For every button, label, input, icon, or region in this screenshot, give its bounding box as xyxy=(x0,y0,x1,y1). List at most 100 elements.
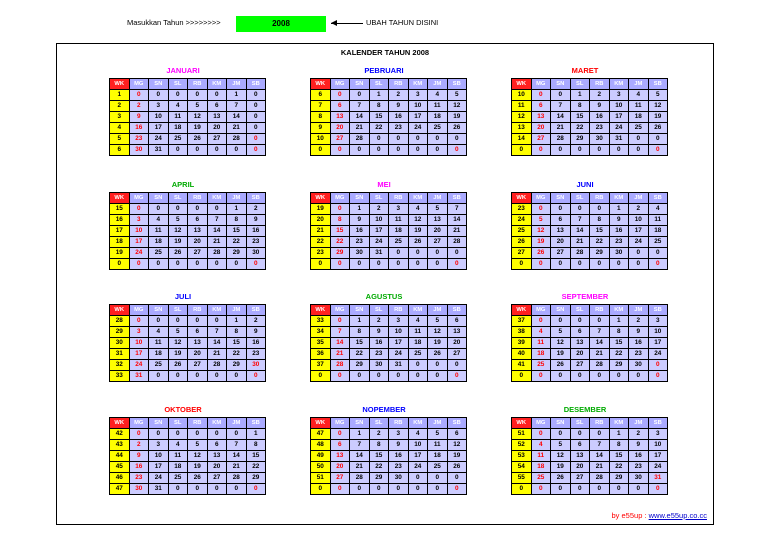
day-cell: 0 xyxy=(550,483,571,495)
day-cell: 9 xyxy=(388,100,409,112)
week-number: 21 xyxy=(310,225,331,237)
day-cell: 19 xyxy=(530,236,551,248)
day-cell: 0 xyxy=(148,89,169,101)
week-row: 6 30 31 0 0 0 0 0 xyxy=(109,144,266,156)
day-cell: 17 xyxy=(148,461,169,473)
day-cell: 0 xyxy=(226,428,247,440)
day-cell: 17 xyxy=(368,225,389,237)
week-row: 13 20 21 22 23 24 25 26 xyxy=(511,122,668,134)
day-cell: 5 xyxy=(446,89,467,101)
header-km: KM xyxy=(206,417,227,429)
day-cell: 0 xyxy=(148,315,169,327)
day-cell: 21 xyxy=(226,461,247,473)
day-cell: 1 xyxy=(349,203,370,215)
month-name: PEBRUARI xyxy=(364,66,404,75)
day-cell: 0 xyxy=(329,315,350,327)
day-cell: 8 xyxy=(329,214,350,226)
day-cell: 0 xyxy=(446,483,467,495)
day-cell: 21 xyxy=(589,461,610,473)
day-cell: 19 xyxy=(407,225,428,237)
day-cell: 7 xyxy=(329,326,350,338)
day-cell: 0 xyxy=(226,144,247,156)
day-cell: 0 xyxy=(647,133,668,145)
week-row: 29 3 4 5 6 7 8 9 xyxy=(109,326,266,338)
day-cell: 8 xyxy=(368,439,389,451)
week-number: 33 xyxy=(310,315,331,327)
day-cell: 27 xyxy=(187,359,208,371)
day-cell: 2 xyxy=(388,89,409,101)
week-row: 4 16 17 18 19 20 21 0 xyxy=(109,122,266,134)
day-cell: 4 xyxy=(167,100,188,112)
day-cell: 9 xyxy=(628,439,649,451)
day-cell: 25 xyxy=(407,348,428,360)
day-cell: 0 xyxy=(407,247,428,259)
day-cell: 2 xyxy=(245,203,266,215)
day-cell: 0 xyxy=(368,133,389,145)
day-cell: 15 xyxy=(608,337,629,349)
week-number: 6 xyxy=(109,144,130,156)
credit-link[interactable]: www.e55up.co.cc xyxy=(648,511,707,520)
month-oktober: OKTOBER WK MG SN SL RB KM JM SB 42 0 0 0 0 0 0 1 43 2 3 4 5 6 7… xyxy=(109,405,266,495)
day-cell: 0 xyxy=(427,359,448,371)
day-cell: 5 xyxy=(550,439,571,451)
day-cell: 9 xyxy=(245,326,266,338)
day-cell: 18 xyxy=(407,337,428,349)
day-cell: 0 xyxy=(187,89,208,101)
day-cell: 7 xyxy=(206,326,227,338)
day-cell: 13 xyxy=(569,450,590,462)
day-cell: 0 xyxy=(167,144,188,156)
day-cell: 6 xyxy=(206,439,227,451)
month-grid: WK MG SN SL RB KM JM SB 6 0 0 1 2 3 4 5 7 6 7 8 9 10 11 12 8 13 14… xyxy=(310,78,467,156)
week-row: 23 29 30 31 0 0 0 0 xyxy=(310,247,467,259)
week-number: 5 xyxy=(109,133,130,145)
day-cell: 15 xyxy=(245,450,266,462)
week-row: 43 2 3 4 5 6 7 8 xyxy=(109,439,266,451)
day-cell: 0 xyxy=(628,370,649,382)
header-km: KM xyxy=(407,78,428,90)
month-april: APRIL WK MG SN SL RB KM JM SB 15 0 0 0 0 0 1 2 16 3 4 5 6 7 8 9 1… xyxy=(109,180,266,270)
day-cell: 0 xyxy=(569,258,590,270)
day-cell: 5 xyxy=(550,326,571,338)
week-number: 4 xyxy=(109,122,130,134)
header-mg: MG xyxy=(329,192,350,204)
week-row: 52 4 5 6 7 8 9 10 xyxy=(511,439,668,451)
day-cell: 28 xyxy=(226,472,247,484)
day-cell: 20 xyxy=(329,122,350,134)
day-cell: 18 xyxy=(148,348,169,360)
week-row: 12 13 14 15 16 17 18 19 xyxy=(511,111,668,123)
day-cell: 24 xyxy=(407,461,428,473)
week-number: 3 xyxy=(109,111,130,123)
day-cell: 0 xyxy=(368,370,389,382)
day-cell: 27 xyxy=(427,236,448,248)
week-number: 14 xyxy=(511,133,532,145)
day-cell: 0 xyxy=(647,370,668,382)
header-wk: WK xyxy=(109,417,130,429)
header-mg: MG xyxy=(530,192,551,204)
week-number: 23 xyxy=(511,203,532,215)
day-cell: 29 xyxy=(329,247,350,259)
day-cell: 11 xyxy=(647,214,668,226)
header-wk: WK xyxy=(109,192,130,204)
day-cell: 0 xyxy=(647,247,668,259)
day-cell: 3 xyxy=(388,428,409,440)
day-cell: 24 xyxy=(148,133,169,145)
day-cell: 18 xyxy=(167,461,188,473)
day-cell: 14 xyxy=(206,225,227,237)
day-cell: 0 xyxy=(329,144,350,156)
day-cell: 15 xyxy=(226,225,247,237)
week-number: 2 xyxy=(109,100,130,112)
day-cell: 1 xyxy=(226,89,247,101)
week-row: 49 13 14 15 16 17 18 19 xyxy=(310,450,467,462)
year-input[interactable]: 2008 xyxy=(236,16,326,32)
day-cell: 17 xyxy=(128,236,149,248)
week-number: 12 xyxy=(511,111,532,123)
day-cell: 1 xyxy=(245,428,266,440)
header-mg: MG xyxy=(530,304,551,316)
day-cell: 0 xyxy=(245,122,266,134)
day-cell: 20 xyxy=(569,461,590,473)
day-cell: 17 xyxy=(148,122,169,134)
day-cell: 15 xyxy=(368,450,389,462)
